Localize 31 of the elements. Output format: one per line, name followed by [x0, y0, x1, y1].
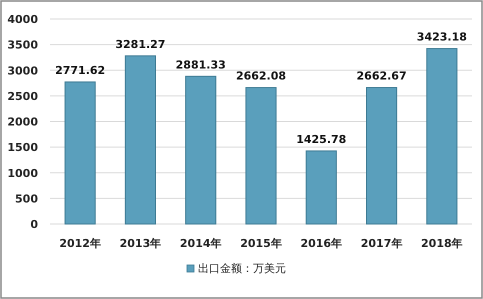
y-tick-label: 4000 — [7, 13, 38, 26]
data-label: 2771.62 — [55, 64, 106, 77]
data-label: 3423.18 — [416, 30, 467, 44]
x-tick-label: 2015年 — [240, 237, 282, 250]
y-tick-label: 0 — [30, 218, 38, 231]
x-tick-label: 2016年 — [300, 237, 342, 250]
bar — [245, 87, 277, 224]
bar — [185, 76, 216, 224]
x-tick-label: 2018年 — [421, 237, 463, 250]
bar — [124, 55, 156, 224]
data-label: 3281.27 — [115, 38, 166, 51]
bar — [426, 48, 458, 224]
data-label: 1425.78 — [296, 132, 346, 146]
data-label: 2662.67 — [356, 70, 407, 83]
x-tick-label: 2012年 — [59, 237, 101, 250]
y-tick-label: 1000 — [7, 166, 38, 180]
bar — [64, 81, 96, 224]
x-tick-label: 2017年 — [360, 237, 402, 250]
legend-label: 出口金额：万美元 — [198, 262, 286, 275]
y-tick-label: 500 — [15, 192, 38, 206]
data-label: 2662.08 — [236, 70, 286, 83]
x-tick-label: 2014年 — [180, 237, 222, 250]
x-tick-label: 2013年 — [120, 237, 162, 250]
bar — [306, 150, 337, 224]
y-tick-label: 3000 — [7, 64, 38, 78]
y-tick-label: 3500 — [7, 38, 38, 52]
y-tick-label: 2000 — [7, 116, 38, 128]
y-tick-label: 1500 — [7, 141, 38, 154]
data-label: 2881.33 — [176, 58, 226, 72]
bar — [366, 87, 398, 224]
y-tick-label: 2500 — [7, 90, 38, 103]
